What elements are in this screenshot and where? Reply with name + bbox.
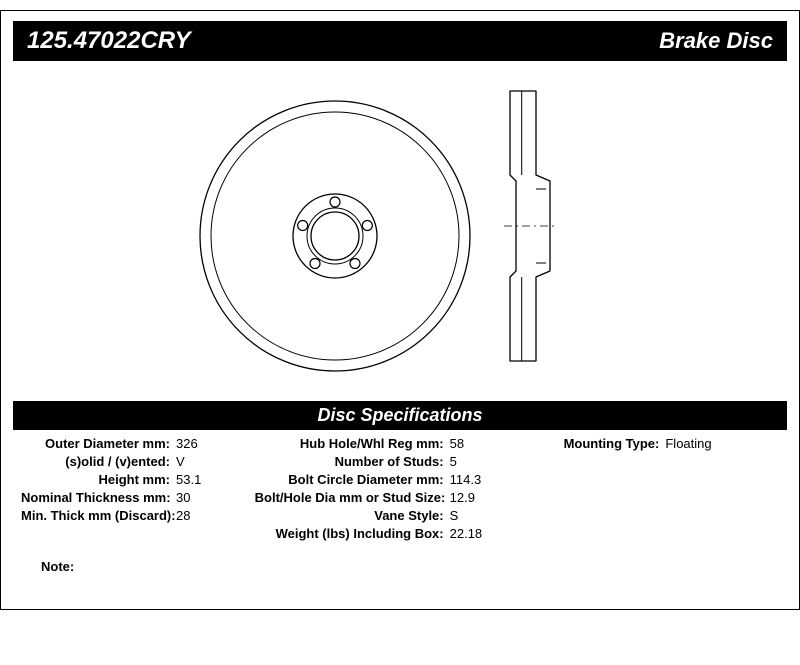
spec-row: Nominal Thickness mm:30 — [21, 490, 245, 505]
spec-row: Outer Diameter mm:326 — [21, 436, 245, 451]
spec-value: 53.1 — [176, 472, 201, 487]
spec-row: Weight (lbs) Including Box:22.18 — [255, 526, 546, 541]
spec-label: Number of Studs: — [255, 454, 450, 469]
part-number: 125.47022CRY — [27, 27, 191, 55]
spec-label: Weight (lbs) Including Box: — [255, 526, 450, 541]
spec-column-1: Outer Diameter mm:326(s)olid / (v)ented:… — [21, 436, 245, 541]
spec-label: Height mm: — [21, 472, 176, 487]
spec-label: Min. Thick mm (Discard): — [21, 508, 176, 523]
spec-row: Number of Studs:5 — [255, 454, 546, 469]
spec-value: Floating — [665, 436, 711, 451]
spec-label: Mounting Type: — [555, 436, 665, 451]
spec-row: Hub Hole/Whl Reg mm:58 — [255, 436, 546, 451]
spec-value: 12.9 — [450, 490, 475, 505]
spec-label: Nominal Thickness mm: — [21, 490, 176, 505]
spec-label: Bolt/Hole Dia mm or Stud Size: — [255, 490, 450, 505]
spec-value: 5 — [450, 454, 457, 469]
disc-diagram — [190, 71, 610, 391]
spec-value: 22.18 — [450, 526, 483, 541]
note-row: Note: — [41, 559, 779, 574]
spec-value: 114.3 — [450, 472, 482, 487]
spec-value: S — [450, 508, 459, 523]
spec-label: (s)olid / (v)ented: — [21, 454, 176, 469]
spec-section-title: Disc Specifications — [13, 401, 787, 430]
spec-row: Bolt Circle Diameter mm:114.3 — [255, 472, 546, 487]
spec-value: V — [176, 454, 185, 469]
spec-label: Bolt Circle Diameter mm: — [255, 472, 450, 487]
spec-value: 326 — [176, 436, 198, 451]
spec-row: Mounting Type:Floating — [555, 436, 779, 451]
note-label: Note: — [41, 559, 74, 574]
header-bar: 125.47022CRY Brake Disc — [13, 21, 787, 61]
spec-value: 30 — [176, 490, 190, 505]
spec-row: Height mm:53.1 — [21, 472, 245, 487]
spec-row: (s)olid / (v)ented:V — [21, 454, 245, 469]
spec-label: Hub Hole/Whl Reg mm: — [255, 436, 450, 451]
spec-label: Outer Diameter mm: — [21, 436, 176, 451]
spec-value: 58 — [450, 436, 464, 451]
spec-label: Vane Style: — [255, 508, 450, 523]
technical-drawing — [13, 71, 787, 401]
page-title: Brake Disc — [659, 28, 773, 54]
spec-row: Vane Style:S — [255, 508, 546, 523]
spec-sheet: 125.47022CRY Brake Disc Disc Specificati… — [0, 10, 800, 610]
spec-column-2: Hub Hole/Whl Reg mm:58Number of Studs:5B… — [255, 436, 546, 541]
spec-table: Outer Diameter mm:326(s)olid / (v)ented:… — [21, 436, 779, 541]
spec-row: Min. Thick mm (Discard):28 — [21, 508, 245, 523]
spec-row: Bolt/Hole Dia mm or Stud Size:12.9 — [255, 490, 546, 505]
spec-column-3: Mounting Type:Floating — [555, 436, 779, 541]
spec-value: 28 — [176, 508, 190, 523]
